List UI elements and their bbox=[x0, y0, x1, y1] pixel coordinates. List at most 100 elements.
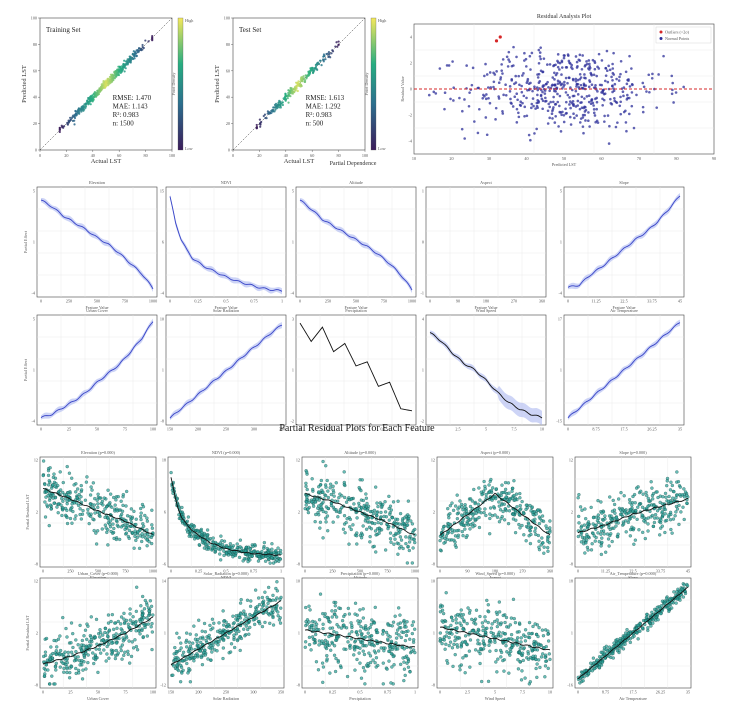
residual-point bbox=[385, 667, 389, 671]
residual-point bbox=[331, 484, 335, 488]
residual-point bbox=[663, 507, 667, 512]
residual-point bbox=[228, 650, 233, 654]
residual-point bbox=[368, 540, 372, 544]
residual-point bbox=[78, 623, 82, 628]
residual-point bbox=[76, 503, 81, 508]
data-point bbox=[300, 84, 303, 88]
residual-point bbox=[460, 616, 464, 620]
data-point bbox=[126, 59, 129, 63]
normal-point bbox=[552, 100, 555, 104]
residual-point bbox=[589, 548, 594, 552]
residual-point bbox=[253, 622, 257, 627]
residual-point bbox=[479, 646, 483, 651]
residual-point bbox=[486, 620, 490, 625]
residual-point bbox=[322, 641, 326, 645]
residual-point bbox=[613, 511, 617, 515]
residual-point bbox=[99, 631, 103, 635]
residual-point bbox=[254, 588, 258, 592]
residual-point bbox=[685, 493, 689, 497]
residual-point bbox=[112, 633, 116, 638]
x-tick-label: 0 bbox=[429, 299, 431, 304]
residual-point bbox=[500, 503, 504, 507]
residual-point bbox=[314, 660, 319, 664]
residual-point bbox=[397, 606, 401, 610]
pr-panel-title: Elevation (p=0.000) bbox=[81, 450, 115, 455]
residual-point bbox=[391, 500, 396, 504]
residual-point bbox=[189, 524, 193, 528]
residual-point bbox=[276, 546, 280, 550]
residual-point bbox=[440, 642, 444, 646]
x-tick-label: 0 bbox=[40, 427, 42, 432]
residual-point bbox=[364, 627, 368, 632]
x-tick-label: 500 bbox=[94, 299, 100, 304]
pr-panel-title: Altitude (p=0.000) bbox=[344, 450, 376, 455]
residual-point bbox=[387, 649, 391, 654]
residual-point bbox=[528, 680, 532, 684]
residual-point bbox=[447, 516, 451, 520]
y-tick-label: -8 bbox=[297, 562, 301, 567]
residual-point bbox=[535, 675, 539, 679]
residual-point bbox=[660, 599, 665, 603]
x-tick-label: 200 bbox=[195, 690, 201, 695]
residual-point bbox=[126, 649, 130, 653]
residual-point bbox=[369, 660, 373, 665]
identity-line bbox=[39, 17, 173, 151]
normal-point bbox=[492, 80, 496, 84]
residual-point bbox=[305, 497, 309, 501]
residual-point bbox=[133, 621, 138, 625]
residual-point bbox=[511, 597, 516, 601]
normal-point bbox=[532, 104, 535, 108]
residual-point bbox=[456, 635, 460, 640]
residual-point bbox=[69, 650, 74, 654]
residual-point bbox=[105, 505, 109, 509]
residual-point bbox=[133, 638, 137, 642]
data-point bbox=[73, 114, 76, 118]
normal-point bbox=[562, 56, 566, 60]
y-tick-label: 1 bbox=[33, 368, 35, 373]
lowess-trend-line bbox=[42, 488, 154, 535]
normal-point bbox=[529, 138, 532, 142]
residual-point bbox=[381, 661, 385, 665]
normal-point bbox=[443, 91, 447, 94]
residual-point bbox=[119, 514, 123, 518]
residual-point bbox=[184, 640, 188, 644]
residual-point bbox=[52, 501, 56, 505]
residual-point bbox=[137, 629, 141, 633]
residual-point bbox=[123, 650, 127, 654]
normal-point bbox=[564, 76, 568, 80]
residual-point bbox=[410, 561, 414, 565]
data-point bbox=[285, 95, 288, 98]
x-tick-label: 7.5 bbox=[511, 427, 516, 432]
residual-point bbox=[577, 493, 581, 497]
normal-point bbox=[619, 112, 623, 116]
normal-point bbox=[504, 83, 507, 87]
normal-point bbox=[578, 107, 582, 111]
residual-point bbox=[465, 521, 469, 526]
normal-point bbox=[560, 113, 563, 117]
residual-point bbox=[468, 517, 472, 522]
residual-point bbox=[236, 618, 240, 623]
residual-point bbox=[88, 493, 93, 497]
normal-point bbox=[557, 125, 560, 128]
residual-point bbox=[411, 620, 416, 624]
residual-point bbox=[232, 621, 236, 625]
y-tick-label: 1 bbox=[33, 240, 35, 245]
normal-point bbox=[501, 58, 505, 61]
residual-point bbox=[491, 634, 495, 638]
x-tick-label: 2.5 bbox=[465, 690, 470, 695]
y-tick-label: 0 bbox=[35, 148, 37, 153]
residual-point bbox=[328, 620, 332, 624]
residual-point bbox=[264, 610, 268, 614]
residual-point bbox=[172, 664, 176, 668]
residual-point bbox=[396, 531, 401, 535]
y-tick-label: 1 bbox=[164, 631, 166, 636]
residual-point bbox=[589, 505, 593, 510]
normal-point bbox=[484, 97, 488, 101]
residual-point bbox=[523, 639, 528, 643]
y-tick-label: 12 bbox=[569, 458, 573, 463]
residual-point bbox=[139, 511, 143, 515]
normal-point bbox=[562, 113, 566, 117]
residual-point bbox=[95, 498, 99, 502]
x-tick-label: 10 bbox=[540, 427, 544, 432]
